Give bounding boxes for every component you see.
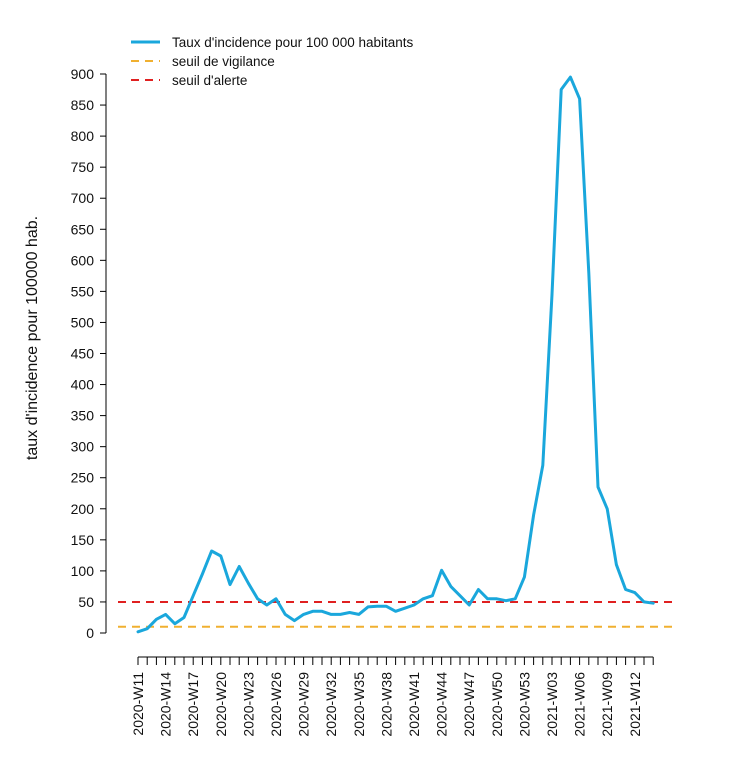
y-tick-label: 500 (71, 314, 95, 330)
y-tick-label: 250 (71, 470, 95, 486)
y-tick-label: 900 (71, 66, 95, 82)
y-tick-label: 600 (71, 252, 95, 268)
y-tick-label: 100 (71, 563, 95, 579)
y-axis-title: taux d'incidence pour 100000 hab. (24, 216, 41, 460)
x-axis: 2020-W11 2020-W14 2020-W17 2020-W20 2020-W23… (130, 656, 654, 737)
series-line-incidence (136, 75, 655, 634)
x-tick-label: 2020-W53 (516, 672, 532, 737)
y-tick-label: 50 (78, 594, 94, 610)
y-tick-label: 550 (71, 283, 95, 299)
x-tick-label: 2020-W38 (378, 672, 394, 737)
y-tick-label: 300 (71, 439, 95, 455)
y-tick-label: 150 (71, 532, 95, 548)
legend-label-incidence: Taux d'incidence pour 100 000 habitants (172, 35, 414, 50)
x-tick-label: 2020-W29 (296, 672, 312, 737)
y-axis: 0 50 100 150 200 250 300 350 400 450 500 550 600 650 7… (71, 66, 107, 641)
threshold-lines (118, 600, 676, 628)
y-tick-label: 400 (71, 377, 95, 393)
x-tick-label: 2021-W12 (627, 672, 643, 737)
legend-label-vigilance: seuil de vigilance (172, 54, 275, 69)
x-tick-label: 2020-W44 (434, 672, 450, 737)
x-tick-label: 2020-W50 (489, 672, 505, 737)
x-tick-label: 2020-W20 (213, 672, 229, 737)
x-tick-label: 2020-W26 (268, 672, 284, 737)
legend: Taux d'incidence pour 100 000 habitants … (131, 35, 414, 88)
y-tick-label: 200 (71, 501, 95, 517)
y-tick-label: 700 (71, 190, 95, 206)
x-tick-label: 2020-W23 (240, 672, 256, 737)
y-tick-label: 450 (71, 346, 95, 362)
x-tick-label: 2020-W11 (130, 672, 146, 736)
y-tick-label: 0 (86, 625, 94, 641)
x-tick-label: 2021-W03 (544, 672, 560, 737)
x-tick-label: 2020-W35 (351, 672, 367, 737)
x-tick-label: 2020-W17 (185, 672, 201, 737)
legend-label-alerte: seuil d'alerte (172, 73, 247, 88)
x-tick-label: 2020-W47 (461, 672, 477, 737)
y-tick-label: 800 (71, 128, 95, 144)
x-tick-label: 2020-W32 (323, 672, 339, 737)
y-tick-label: 850 (71, 97, 95, 113)
y-tick-label: 750 (71, 159, 95, 175)
x-tick-label: 2021-W09 (599, 672, 615, 737)
x-tick-label: 2021-W06 (572, 672, 588, 737)
x-tick-label: 2020-W41 (406, 672, 422, 737)
x-tick-label: 2020-W14 (158, 672, 174, 737)
y-tick-label: 350 (71, 408, 95, 424)
y-tick-label: 650 (71, 221, 95, 237)
